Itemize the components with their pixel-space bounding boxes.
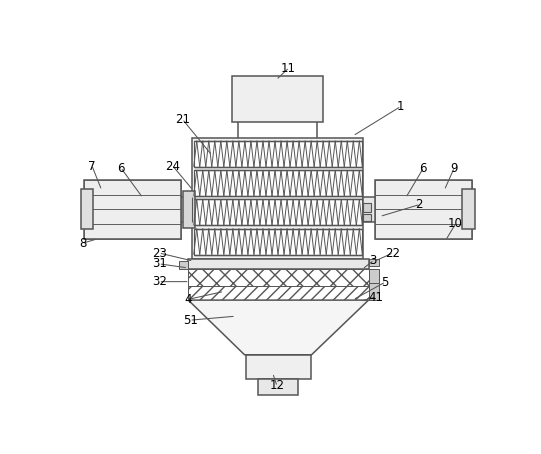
- Text: 6: 6: [419, 162, 427, 175]
- Bar: [84, 224, 181, 238]
- Bar: [183, 191, 195, 228]
- Bar: [259, 380, 299, 395]
- Bar: [194, 199, 362, 226]
- Bar: [188, 258, 368, 269]
- Bar: [375, 180, 472, 195]
- Text: 21: 21: [175, 114, 190, 126]
- Bar: [84, 180, 181, 238]
- Text: 23: 23: [153, 247, 167, 260]
- Text: 22: 22: [385, 247, 400, 260]
- Bar: [84, 180, 181, 195]
- Bar: [443, 191, 456, 228]
- Bar: [84, 209, 181, 224]
- Text: 6: 6: [117, 162, 125, 175]
- Bar: [81, 189, 93, 229]
- Bar: [188, 286, 368, 300]
- Bar: [188, 269, 368, 286]
- Bar: [370, 258, 379, 266]
- Bar: [370, 269, 379, 283]
- Bar: [375, 180, 472, 238]
- Text: 2: 2: [415, 198, 423, 211]
- Bar: [375, 224, 472, 238]
- Bar: [194, 170, 362, 196]
- Bar: [375, 195, 472, 209]
- Bar: [232, 76, 323, 122]
- Bar: [463, 189, 475, 229]
- Text: 12: 12: [269, 379, 285, 392]
- Bar: [192, 138, 363, 258]
- Text: 5: 5: [381, 276, 388, 289]
- Text: 1: 1: [397, 100, 404, 114]
- Text: 31: 31: [153, 257, 167, 271]
- Text: 51: 51: [183, 314, 198, 326]
- Text: 3: 3: [370, 254, 377, 267]
- Text: 7: 7: [88, 160, 96, 173]
- Text: 41: 41: [368, 291, 383, 304]
- Text: 10: 10: [448, 217, 463, 230]
- Text: 24: 24: [166, 160, 181, 173]
- Text: 4: 4: [184, 293, 192, 306]
- Bar: [363, 197, 456, 222]
- Text: 9: 9: [450, 162, 458, 175]
- Text: 8: 8: [79, 237, 87, 250]
- Bar: [363, 203, 371, 212]
- Bar: [194, 141, 362, 167]
- Polygon shape: [188, 300, 368, 355]
- Bar: [194, 228, 362, 255]
- Bar: [179, 261, 188, 268]
- Bar: [370, 283, 379, 300]
- Text: 11: 11: [281, 62, 296, 75]
- Bar: [375, 209, 472, 224]
- Bar: [363, 214, 371, 221]
- Bar: [246, 355, 311, 380]
- Bar: [84, 195, 181, 209]
- Bar: [152, 197, 192, 222]
- Text: 32: 32: [153, 275, 167, 288]
